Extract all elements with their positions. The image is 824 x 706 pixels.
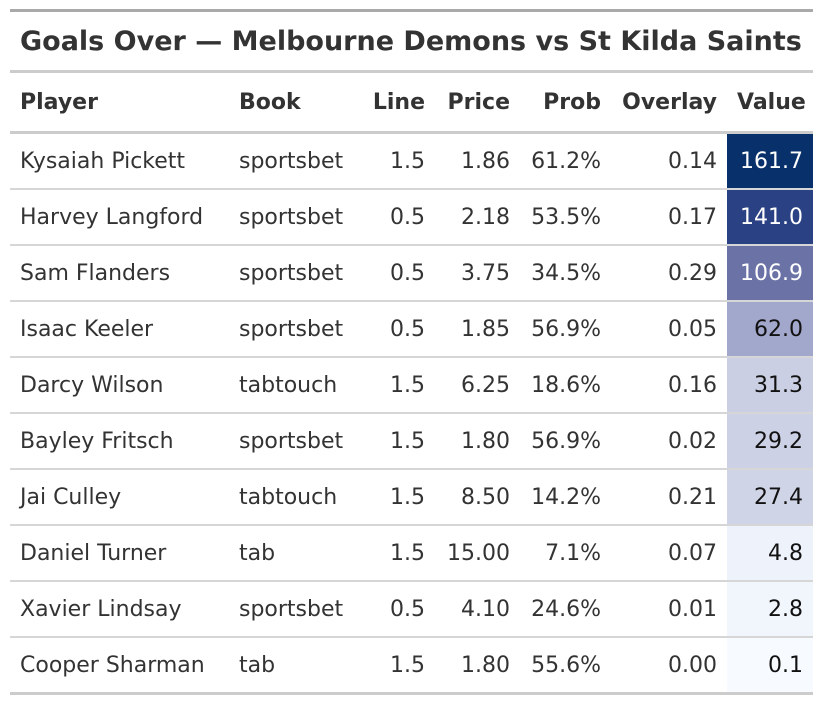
cell-line: 0.5 [355,301,435,358]
table-row: Bayley Fritsch sportsbet 1.5 1.80 56.9% … [10,413,813,470]
cell-price: 4.10 [435,581,520,638]
cell-value: 2.8 [727,581,813,638]
cell-price: 1.86 [435,132,520,190]
header-row: Player Book Line Price Prob Overlay Valu… [10,73,813,134]
cell-overlay: 0.16 [611,357,727,414]
cell-book: sportsbet [229,301,355,358]
cell-overlay: 0.29 [611,245,727,302]
cell-value: 31.3 [727,357,813,414]
cell-book: tabtouch [229,469,355,526]
cell-line: 0.5 [355,189,435,246]
cell-value: 0.1 [727,637,813,695]
cell-player: Bayley Fritsch [10,413,229,470]
cell-overlay: 0.05 [611,301,727,358]
cell-price: 15.00 [435,525,520,582]
cell-price: 6.25 [435,357,520,414]
cell-prob: 56.9% [520,413,611,470]
table-row: Darcy Wilson tabtouch 1.5 6.25 18.6% 0.1… [10,357,813,414]
cell-overlay: 0.14 [611,132,727,190]
cell-price: 2.18 [435,189,520,246]
cell-prob: 55.6% [520,637,611,695]
cell-book: sportsbet [229,132,355,190]
cell-prob: 18.6% [520,357,611,414]
cell-player: Sam Flanders [10,245,229,302]
cell-overlay: 0.00 [611,637,727,695]
header-line: Line [355,73,435,134]
cell-prob: 56.9% [520,301,611,358]
cell-value: 161.7 [727,132,813,190]
cell-overlay: 0.02 [611,413,727,470]
table-row: Isaac Keeler sportsbet 0.5 1.85 56.9% 0.… [10,301,813,358]
table-row: Sam Flanders sportsbet 0.5 3.75 34.5% 0.… [10,245,813,302]
cell-overlay: 0.07 [611,525,727,582]
cell-price: 1.80 [435,637,520,695]
cell-line: 1.5 [355,357,435,414]
cell-prob: 53.5% [520,189,611,246]
cell-player: Harvey Langford [10,189,229,246]
cell-value: 4.8 [727,525,813,582]
header-price: Price [435,73,520,134]
cell-player: Isaac Keeler [10,301,229,358]
cell-book: sportsbet [229,245,355,302]
cell-price: 8.50 [435,469,520,526]
cell-player: Kysaiah Pickett [10,132,229,190]
cell-player: Jai Culley [10,469,229,526]
cell-book: sportsbet [229,189,355,246]
cell-value: 62.0 [727,301,813,358]
cell-prob: 34.5% [520,245,611,302]
header-value: Value [727,73,813,134]
header-player: Player [10,73,229,134]
cell-prob: 61.2% [520,132,611,190]
header-overlay: Overlay [611,73,727,134]
cell-value: 106.9 [727,245,813,302]
cell-line: 1.5 [355,525,435,582]
cell-prob: 14.2% [520,469,611,526]
cell-line: 1.5 [355,132,435,190]
header-prob: Prob [520,73,611,134]
cell-line: 1.5 [355,637,435,695]
cell-player: Daniel Turner [10,525,229,582]
cell-prob: 24.6% [520,581,611,638]
cell-price: 1.85 [435,301,520,358]
goals-over-table-panel: Goals Over — Melbourne Demons vs St Kild… [10,9,813,695]
cell-line: 1.5 [355,413,435,470]
cell-value: 29.2 [727,413,813,470]
cell-price: 1.80 [435,413,520,470]
table-row: Cooper Sharman tab 1.5 1.80 55.6% 0.00 0… [10,637,813,695]
cell-book: sportsbet [229,413,355,470]
cell-line: 0.5 [355,245,435,302]
cell-book: tab [229,525,355,582]
cell-prob: 7.1% [520,525,611,582]
cell-price: 3.75 [435,245,520,302]
table-row: Xavier Lindsay sportsbet 0.5 4.10 24.6% … [10,581,813,638]
cell-book: tab [229,637,355,695]
cell-overlay: 0.17 [611,189,727,246]
table-title: Goals Over — Melbourne Demons vs St Kild… [20,26,802,57]
top-rule [10,9,813,12]
cell-line: 0.5 [355,581,435,638]
cell-player: Xavier Lindsay [10,581,229,638]
title-rule [10,70,813,73]
header-book: Book [229,73,355,134]
cell-value: 27.4 [727,469,813,526]
table-row: Jai Culley tabtouch 1.5 8.50 14.2% 0.21 … [10,469,813,526]
cell-overlay: 0.21 [611,469,727,526]
cell-book: sportsbet [229,581,355,638]
table-row: Harvey Langford sportsbet 0.5 2.18 53.5%… [10,189,813,246]
cell-book: tabtouch [229,357,355,414]
cell-overlay: 0.01 [611,581,727,638]
odds-table: Player Book Line Price Prob Overlay Valu… [10,73,813,695]
cell-line: 1.5 [355,469,435,526]
table-row: Daniel Turner tab 1.5 15.00 7.1% 0.07 4.… [10,525,813,582]
table-row: Kysaiah Pickett sportsbet 1.5 1.86 61.2%… [10,132,813,190]
cell-player: Cooper Sharman [10,637,229,695]
cell-value: 141.0 [727,189,813,246]
cell-player: Darcy Wilson [10,357,229,414]
